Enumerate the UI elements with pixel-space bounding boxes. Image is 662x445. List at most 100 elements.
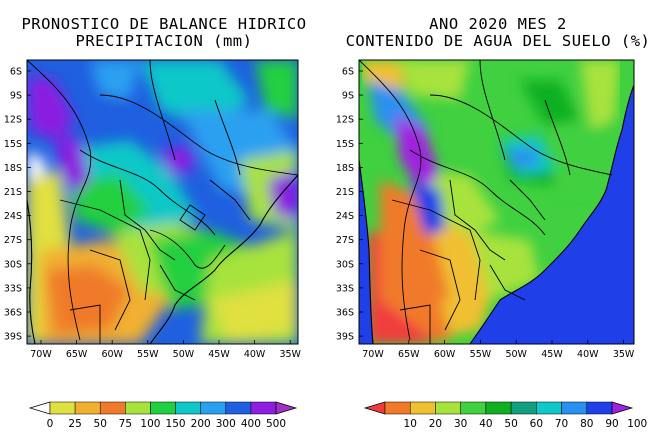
lon-label: 70W xyxy=(30,349,52,360)
title-left-line1: PRONOSTICO DE BALANCE HIDRICO xyxy=(21,15,307,33)
field-purple-nw xyxy=(27,75,75,140)
field-green-ne xyxy=(255,60,298,120)
lon-label: 55W xyxy=(470,349,492,360)
colorbar-swatch xyxy=(99,401,126,415)
lat-label: 24S xyxy=(4,211,22,222)
boundaries-left xyxy=(27,60,298,344)
lat-label: 39S xyxy=(4,332,22,343)
field-darkgreen-n xyxy=(520,80,580,125)
field-lightgreen-ne xyxy=(580,60,620,130)
title-left: PRONOSTICO DE BALANCE HIDRICO PRECIPITAC… xyxy=(4,16,324,50)
colorbar-swatch xyxy=(250,401,277,415)
colorbar-arrow-left xyxy=(28,401,51,415)
colorbar-swatch xyxy=(561,401,588,415)
colorbar-tick-label: 80 xyxy=(580,418,593,430)
lon-label: 50W xyxy=(505,349,527,360)
colorbar-swatch xyxy=(225,401,252,415)
field-green-e xyxy=(560,125,610,195)
map-frame-right xyxy=(358,59,635,345)
colorbar-tick-label: 200 xyxy=(191,418,211,430)
coast-right xyxy=(359,84,634,344)
lat-label: 39S xyxy=(336,332,354,343)
lat-label: 9S xyxy=(10,91,22,102)
axis-labels: 6S 9S 12S 15S 18S 21S 24S 27S 30S 33S 36S 39S 70W 65W… xyxy=(4,67,635,361)
lat-label: 36S xyxy=(336,308,354,319)
lat-label: 36S xyxy=(4,308,22,319)
colorbar-swatch xyxy=(200,401,227,415)
lat-label: 9S xyxy=(342,91,354,102)
colorbar-tick-label: 30 xyxy=(454,418,467,430)
colorbar-tick-label: 50 xyxy=(94,418,107,430)
lon-label: 60W xyxy=(434,349,456,360)
lon-label: 40W xyxy=(244,349,266,360)
title-left-line2: PRECIPITACION (mm) xyxy=(75,32,253,50)
lat-label: 27S xyxy=(4,235,22,246)
colorbar-soil: 10 20 30 40 50 60 70 80 90 100 xyxy=(363,401,647,430)
lon-label: 65W xyxy=(66,349,88,360)
field-lightblue-east xyxy=(505,148,540,168)
lon-label: 35W xyxy=(613,349,635,360)
lon-label: 40W xyxy=(577,349,599,360)
lat-label: 21S xyxy=(336,187,354,198)
colorbar-arrow-right xyxy=(275,401,298,415)
colorbar-swatch xyxy=(460,401,487,415)
colorbar-swatch xyxy=(74,401,101,415)
colorbar-swatch xyxy=(536,401,562,415)
colorbar-tick-label: 40 xyxy=(479,418,492,430)
field-green-south xyxy=(470,230,540,300)
lon-label: 60W xyxy=(101,349,123,360)
coast-left xyxy=(27,174,298,344)
lat-label: 33S xyxy=(4,283,22,294)
field-purple-andes xyxy=(395,115,440,190)
title-right-line2: CONTENIDO DE AGUA DEL SUELO (%) xyxy=(345,32,651,50)
field-lightgreen-north xyxy=(400,60,470,100)
colorbar-tick-label: 60 xyxy=(530,418,543,430)
colorbars: 0 25 50 75 100 150 200 300 400 500 10 20 30 40 50 60 70 8… xyxy=(28,401,647,430)
lon-label: 70W xyxy=(362,349,384,360)
colorbar-tick-label: 0 xyxy=(47,418,54,430)
colorbar-arrow-left xyxy=(363,401,386,415)
colorbar-tick-label: 25 xyxy=(68,418,81,430)
field-blue-andes xyxy=(410,180,445,235)
lat-label: 12S xyxy=(336,115,354,126)
colorbar-tick-label: 20 xyxy=(429,418,442,430)
lat-label: 15S xyxy=(4,139,22,150)
colorbar-precip: 0 25 50 75 100 150 200 300 400 500 xyxy=(28,401,298,430)
boundaries-right xyxy=(359,60,613,344)
colorbar-tick-label: 300 xyxy=(216,418,236,430)
field-yellow-ocean xyxy=(210,280,298,344)
lat-label: 33S xyxy=(336,283,354,294)
lat-label: 24S xyxy=(336,211,354,222)
lat-label: 15S xyxy=(336,139,354,150)
lat-label: 27S xyxy=(336,235,354,246)
lat-label: 12S xyxy=(4,115,22,126)
ocean-pacific xyxy=(359,160,373,344)
lat-label: 30S xyxy=(336,259,354,270)
lat-label: 6S xyxy=(342,67,354,78)
lon-label: 35W xyxy=(279,349,301,360)
colorbar-tick-label: 70 xyxy=(555,418,568,430)
colorbar-tick-label: 400 xyxy=(241,418,261,430)
colorbar-swatch xyxy=(150,401,176,415)
colorbar-swatch xyxy=(485,401,512,415)
colorbar-swatch xyxy=(175,401,201,415)
lat-label: 18S xyxy=(336,163,354,174)
field-green-center xyxy=(70,175,150,235)
field-lightblue-north xyxy=(90,60,140,100)
colorbar-swatch xyxy=(435,401,461,415)
lon-label: 65W xyxy=(398,349,420,360)
title-right-line1: ANO 2020 MES 2 xyxy=(429,15,567,33)
colorbar-tick-label: 50 xyxy=(504,418,517,430)
title-right: ANO 2020 MES 2 CONTENIDO DE AGUA DEL SUE… xyxy=(334,16,662,50)
colorbar-swatch xyxy=(125,401,151,415)
colorbar-swatch xyxy=(409,401,436,415)
lon-label: 45W xyxy=(208,349,230,360)
colorbar-swatch xyxy=(384,401,411,415)
lat-label: 6S xyxy=(10,67,22,78)
colorbar-swatch xyxy=(510,401,537,415)
field-purple-center xyxy=(160,145,195,175)
colorbar-tick-label: 100 xyxy=(140,418,160,430)
field-purple-andes xyxy=(55,130,90,195)
precipitation-map xyxy=(27,60,298,344)
